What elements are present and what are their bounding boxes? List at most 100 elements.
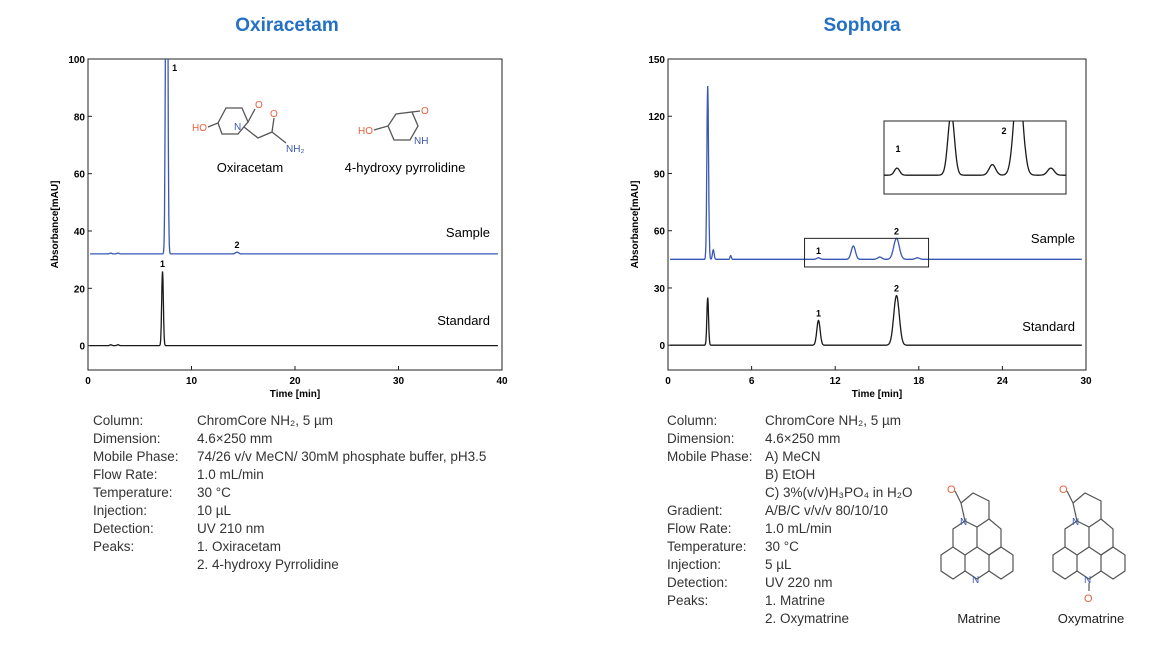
svg-text:N: N: [1084, 575, 1091, 586]
y-axis-label: Absorbance[mAU]: [50, 181, 61, 269]
condition-row: Injection: 10 µL: [93, 502, 486, 520]
condition-row: Temperature: 30 °C: [667, 538, 913, 556]
condition-row: Detection: UV 210 nm: [93, 520, 486, 538]
condition-value: 30 °C: [197, 485, 231, 500]
condition-key: Flow Rate:: [667, 521, 732, 536]
x-tick-label: 24: [997, 376, 1009, 387]
inset-frame: [883, 120, 1067, 195]
condition-key: Dimension:: [667, 431, 735, 446]
svg-text:O: O: [270, 109, 278, 120]
x-tick-label: 40: [496, 376, 508, 387]
condition-row: Detection: UV 220 nm: [667, 574, 913, 592]
y-tick-label: 150: [648, 55, 665, 66]
svg-text:N: N: [972, 575, 979, 586]
hydroxy-pyrrolidine-structure: HO O NH: [358, 106, 429, 147]
condition-value: 74/26 v/v MeCN/ 30mM phosphate buffer, p…: [197, 449, 487, 464]
oxiracetam-structure-label: Oxiracetam: [217, 160, 283, 175]
peak-label: 1: [172, 63, 177, 73]
series-standard-line: [670, 294, 1082, 346]
peak-label: 1: [160, 259, 165, 269]
condition-key: Mobile Phase:: [667, 449, 753, 464]
hydroxy-pyrrolidine-structure-label: 4-hydroxy pyrrolidine: [345, 160, 466, 175]
y-tick-label: 120: [648, 112, 665, 123]
oxiracetam-title: Oxiracetam: [235, 15, 339, 36]
condition-value: 1. Matrine: [765, 593, 826, 608]
condition-key: Detection:: [93, 521, 154, 536]
svg-text:NH: NH: [414, 136, 428, 147]
sophora-title: Sophora: [823, 15, 901, 36]
inset-peak-label: 2: [1001, 126, 1006, 136]
condition-key: Injection:: [93, 503, 148, 518]
condition-key: Detection:: [667, 575, 728, 590]
condition-value: 4.6×250 mm: [765, 431, 841, 446]
oxiracetam-structure: HO O N O NH₂: [192, 100, 304, 155]
alkaloid-structures: O N N Matrine O N N O Oxymatrine: [940, 484, 1126, 626]
condition-value: B) EtOH: [765, 467, 816, 482]
svg-text:N: N: [960, 517, 967, 528]
condition-key: Peaks:: [93, 539, 135, 554]
condition-row: Injection: 5 µL: [667, 556, 913, 574]
y-tick-label: 30: [654, 284, 666, 295]
condition-value: 1. Oxiracetam: [197, 539, 282, 554]
condition-row: 2. Oxymatrine: [667, 610, 913, 628]
condition-row: Dimension: 4.6×250 mm: [93, 430, 486, 448]
inset-trace: [884, 121, 1066, 176]
x-tick-label: 30: [1080, 376, 1092, 387]
condition-value: UV 220 nm: [765, 575, 833, 590]
condition-row: 2. 4-hydroxy Pyrrolidine: [93, 556, 486, 574]
condition-value: 30 °C: [765, 539, 799, 554]
x-tick-label: 20: [289, 376, 301, 387]
condition-row: C) 3%(v/v)H₃PO₄ in H₂O: [667, 484, 913, 502]
x-axis-label: Time [min]: [270, 389, 320, 400]
condition-row: B) EtOH: [667, 466, 913, 484]
condition-key: [93, 556, 197, 574]
condition-row: Mobile Phase: A) MeCN: [667, 448, 913, 466]
condition-value: 2. Oxymatrine: [765, 611, 850, 626]
condition-row: Dimension: 4.6×250 mm: [667, 430, 913, 448]
condition-key: Temperature:: [667, 539, 747, 554]
svg-text:O: O: [947, 484, 956, 496]
condition-key: Gradient:: [667, 503, 723, 518]
condition-key: [667, 484, 765, 502]
svg-text:NH₂: NH₂: [286, 144, 304, 155]
condition-value: A) MeCN: [765, 449, 821, 464]
peak-label: 1: [816, 308, 821, 318]
condition-value: 10 µL: [197, 503, 232, 518]
oxiracetam-conditions: Column: ChromCore NH₂, 5 µm Dimension: 4.6×…: [93, 412, 486, 574]
legend-standard: Standard: [1022, 319, 1075, 334]
condition-key: Flow Rate:: [93, 467, 158, 482]
peak-label: 2: [894, 284, 899, 294]
series-sample-line: [90, 59, 498, 255]
x-tick-label: 0: [85, 376, 91, 387]
condition-row: Flow Rate: 1.0 mL/min: [667, 520, 913, 538]
y-tick-label: 0: [79, 342, 85, 353]
peak-label: 2: [894, 226, 899, 236]
condition-key: Temperature:: [93, 485, 173, 500]
x-tick-label: 10: [186, 376, 198, 387]
condition-row: Gradient: A/B/C v/v/v 80/10/10: [667, 502, 913, 520]
condition-key: [667, 466, 765, 484]
y-tick-label: 80: [74, 112, 86, 123]
svg-text:N: N: [1072, 517, 1079, 528]
condition-value: C) 3%(v/v)H₃PO₄ in H₂O: [765, 485, 913, 500]
peak-label: 1: [816, 246, 821, 256]
condition-key: [667, 610, 765, 628]
condition-value: ChromCore NH₂, 5 µm: [197, 413, 334, 428]
matrine-label: Matrine: [957, 611, 1000, 626]
svg-text:N: N: [234, 122, 241, 133]
sophora-conditions: Column: ChromCore NH₂, 5 µm Dimension: 4.6×…: [667, 412, 913, 628]
svg-text:O: O: [421, 106, 429, 117]
legend-sample: Sample: [1031, 231, 1075, 246]
peak-label: 2: [235, 240, 240, 250]
zoom-region-box: [804, 237, 930, 268]
series-sample-line: [670, 85, 1082, 260]
y-axis-label: Absorbance[mAU]: [630, 181, 641, 269]
condition-value: ChromCore NH₂, 5 µm: [765, 413, 902, 428]
y-tick-label: 60: [654, 227, 666, 238]
plot-frame: [667, 58, 1087, 371]
condition-key: Column:: [667, 413, 718, 428]
condition-value: 2. 4-hydroxy Pyrrolidine: [197, 557, 339, 572]
condition-row: Flow Rate: 1.0 mL/min: [93, 466, 486, 484]
